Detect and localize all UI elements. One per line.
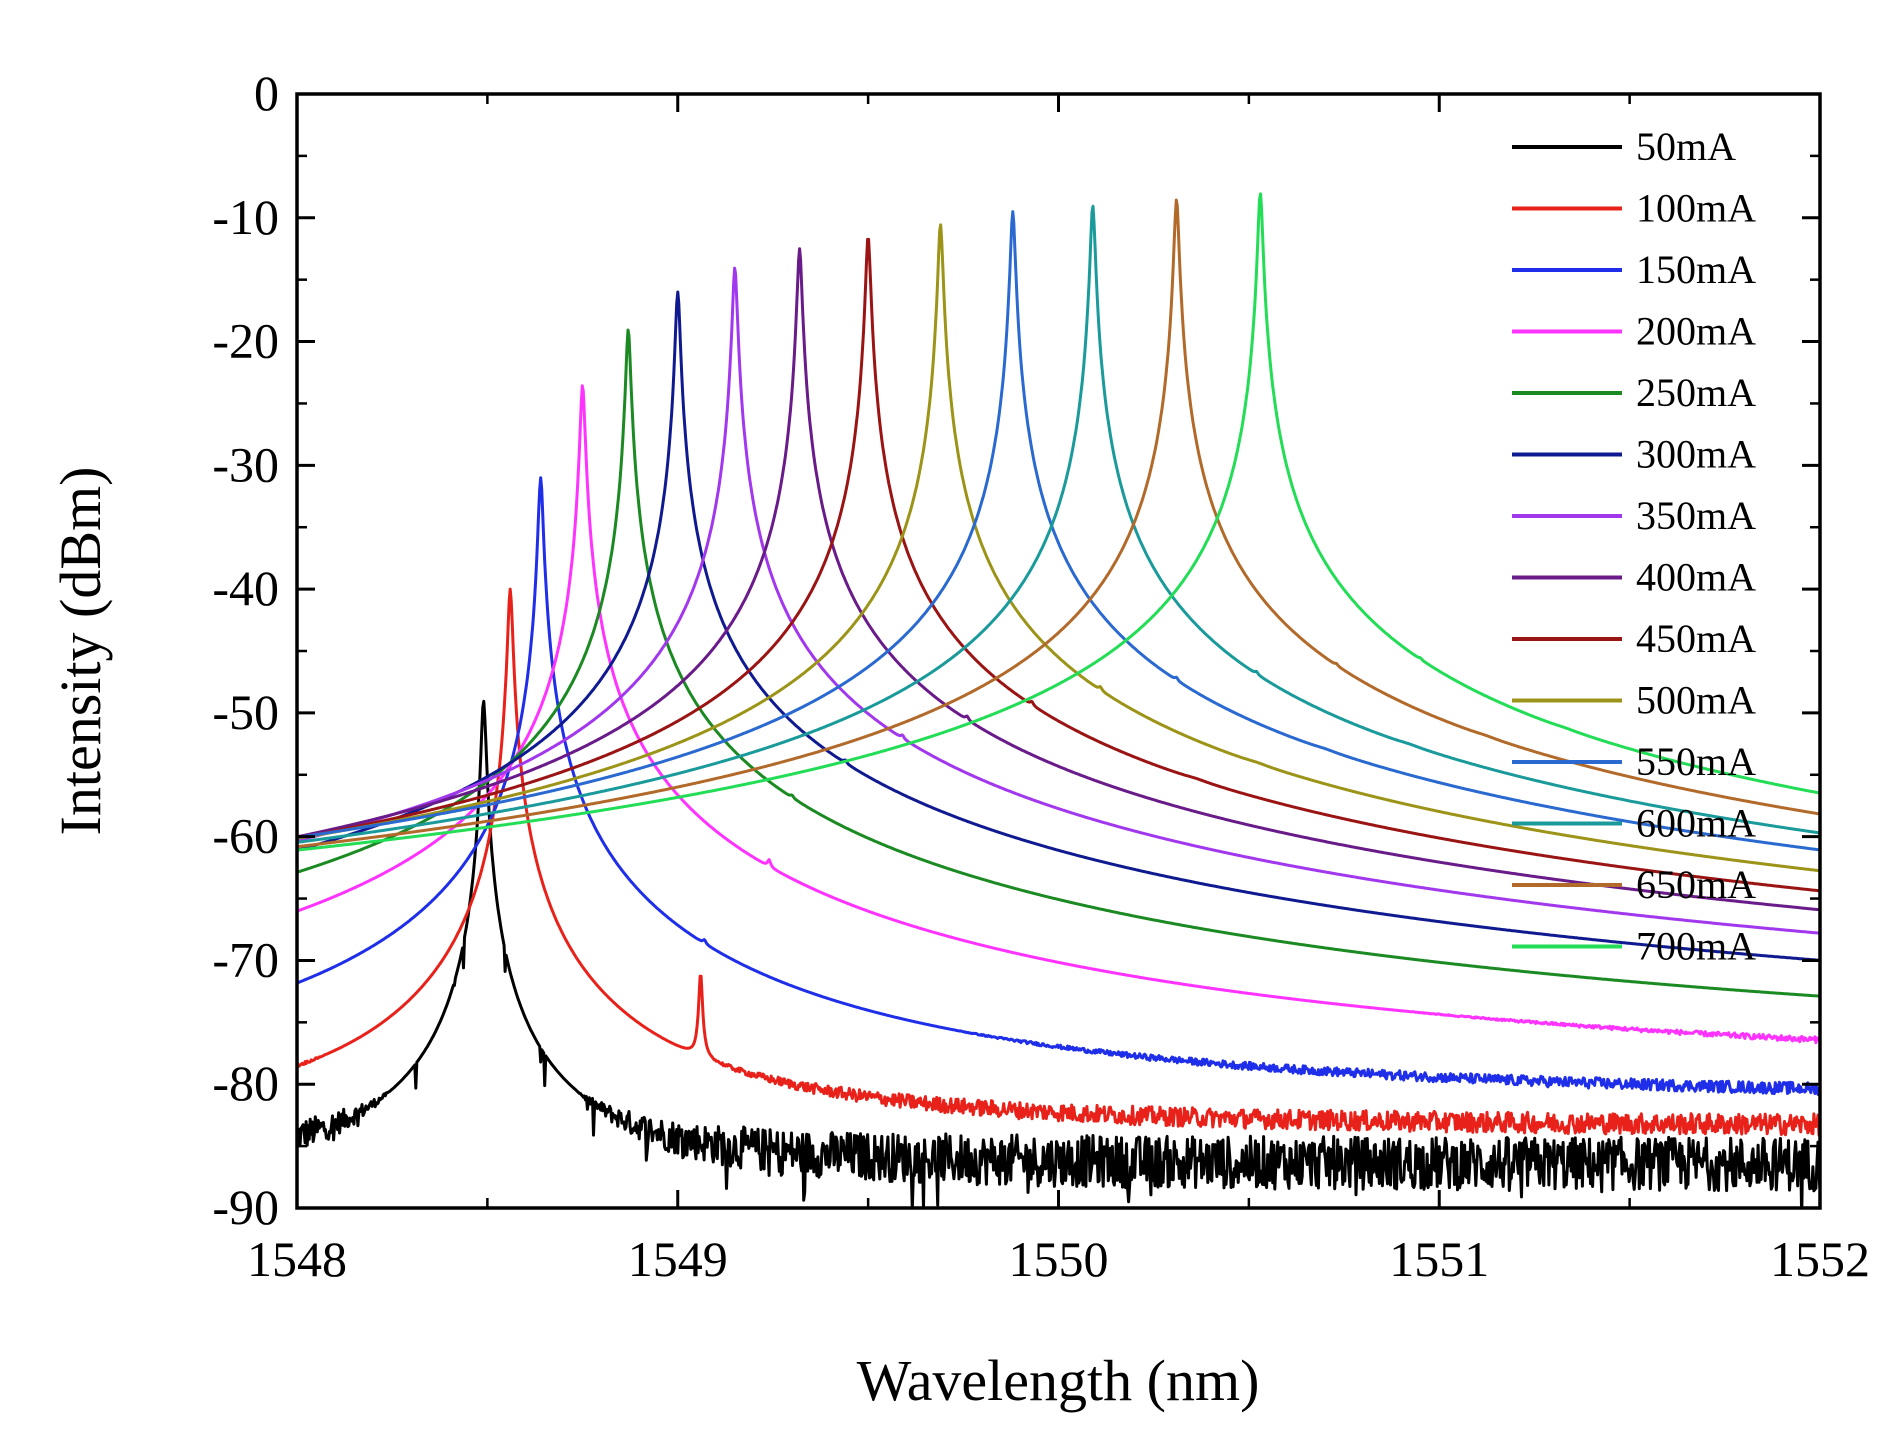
legend-label: 150mA [1636, 247, 1756, 292]
legend-label: 100mA [1636, 186, 1756, 231]
x-tick-label: 1549 [628, 1231, 728, 1287]
y-tick-label: -80 [212, 1055, 279, 1111]
legend-label: 550mA [1636, 739, 1756, 784]
series-line-400mA [297, 247, 1820, 912]
x-axis-title: Wavelength (nm) [857, 1348, 1260, 1413]
series-line-450mA [297, 237, 1820, 893]
legend-label: 450mA [1636, 616, 1756, 661]
series-line-700mA [297, 192, 1820, 852]
legend-label: 250mA [1636, 370, 1756, 415]
series-line-50mA [297, 699, 1820, 1208]
legend-label: 350mA [1636, 493, 1756, 538]
series-line-200mA [297, 384, 1820, 1045]
y-axis-title: Intensity (dBm) [48, 467, 113, 836]
legend-label: 500mA [1636, 678, 1756, 723]
y-tick-label: -40 [212, 560, 279, 616]
y-tick-label: -60 [212, 808, 279, 864]
y-tick-label: -70 [212, 931, 279, 987]
series-line-250mA [297, 328, 1820, 998]
x-tick-label: 1552 [1770, 1231, 1870, 1287]
legend-label: 200mA [1636, 309, 1756, 354]
y-tick-label: 0 [254, 65, 279, 121]
legend-label: 300mA [1636, 432, 1756, 477]
series-line-350mA [297, 266, 1820, 935]
plot-background [297, 94, 1820, 1208]
legend-label: 650mA [1636, 862, 1756, 907]
y-tick-label: -30 [212, 436, 279, 492]
series-line-600mA [297, 204, 1820, 844]
legend: 50mA 100mA 150mA 200mA 250mA 300mA 350mA 400mA 4… [1512, 124, 1756, 969]
series-line-150mA [297, 476, 1820, 1096]
legend-label: 600mA [1636, 801, 1756, 846]
y-tick-label: -10 [212, 189, 279, 245]
series-line-300mA [297, 290, 1820, 962]
legend-label: 50mA [1636, 124, 1736, 169]
series-line-100mA [297, 587, 1820, 1137]
x-tick-label: 1548 [247, 1231, 347, 1287]
legend-label: 400mA [1636, 555, 1756, 600]
y-tick-label: -50 [212, 684, 279, 740]
series-line-500mA [297, 223, 1820, 873]
series-line-550mA [297, 210, 1820, 852]
y-tick-label: -20 [212, 313, 279, 369]
x-tick-label: 1550 [1009, 1231, 1109, 1287]
legend-label: 700mA [1636, 924, 1756, 969]
ticks-layer: 1548 1549 1550 1551 1552 0 -10 -20 -30 -40 -50 -60 -… [212, 65, 1870, 1287]
y-tick-label: -90 [212, 1179, 279, 1235]
x-tick-label: 1551 [1389, 1231, 1489, 1287]
